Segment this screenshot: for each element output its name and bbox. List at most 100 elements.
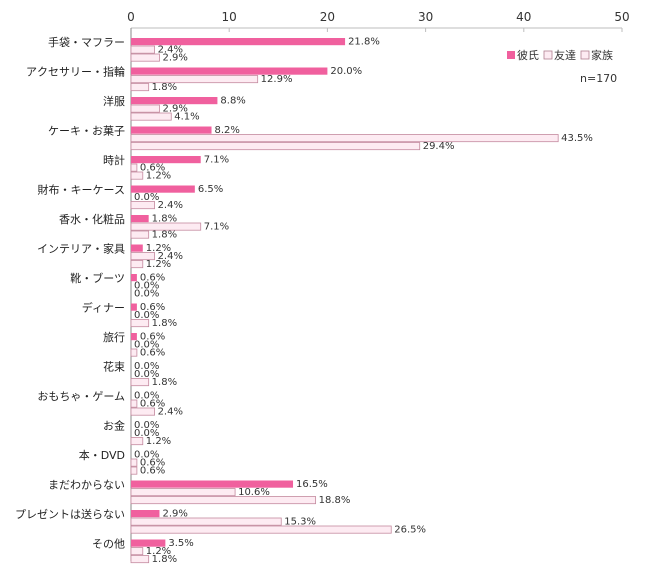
data-label: 10.6% <box>238 487 270 498</box>
category-label: まだわからない <box>48 479 125 492</box>
data-label: 2.4% <box>158 251 183 262</box>
bar-family <box>130 260 144 269</box>
bar-family <box>130 53 160 62</box>
category-label: その他 <box>92 538 125 551</box>
bars <box>130 38 559 564</box>
data-label: 2.9% <box>162 53 187 64</box>
x-tick-label: 10 <box>222 10 237 24</box>
data-label: 1.8% <box>152 230 177 241</box>
bar-friend <box>130 547 144 556</box>
data-label: 1.2% <box>146 243 171 254</box>
bar-family <box>130 83 150 92</box>
bar-family <box>130 201 155 210</box>
data-label: 2.4% <box>158 407 183 418</box>
x-tick-label: 40 <box>516 10 531 24</box>
data-label: 0.0% <box>134 361 159 372</box>
category-labels: 手袋・マフラーアクセサリー・指輪洋服ケーキ・お菓子時計財布・キーケース香水・化粧… <box>15 35 125 551</box>
data-label: 1.8% <box>152 82 177 93</box>
bar-boyfriend <box>131 274 137 282</box>
data-label: 1.2% <box>146 259 171 270</box>
bar-boyfriend <box>131 303 137 311</box>
bar-family <box>130 407 155 416</box>
data-label: 8.2% <box>215 125 240 136</box>
data-label: 15.3% <box>284 517 316 528</box>
category-label: プレゼントは送らない <box>15 507 125 521</box>
bar-friend <box>130 45 155 54</box>
bar-friend <box>130 399 138 408</box>
x-tick-label: 20 <box>320 10 335 24</box>
data-labels: 21.8%20.0%8.8%8.2%7.1%6.5%1.8%1.2%0.6%0.… <box>134 37 593 566</box>
bar-friend <box>130 458 138 467</box>
data-label: 0.6% <box>140 302 165 313</box>
data-label: 0.0% <box>134 281 159 292</box>
data-label: 1.8% <box>152 214 177 225</box>
category-label: 財布・キーケース <box>38 183 125 197</box>
data-label: 0.0% <box>134 391 159 402</box>
bar-boyfriend <box>131 510 160 518</box>
bar-family <box>130 171 144 180</box>
bar-family <box>130 466 138 475</box>
data-label: 7.1% <box>204 222 229 233</box>
bar-boyfriend <box>131 156 201 164</box>
category-label: 手袋・マフラー <box>48 35 125 49</box>
sample-size-note: n=170 <box>580 72 617 85</box>
bar-boyfriend <box>131 244 143 252</box>
data-label: 1.8% <box>152 377 177 388</box>
data-label: 0.0% <box>134 420 159 431</box>
bar-friend <box>130 163 138 172</box>
data-label: 2.4% <box>158 200 183 211</box>
data-label: 1.8% <box>152 318 177 329</box>
bar-friend <box>130 134 559 143</box>
bar-family <box>130 555 150 564</box>
x-tick-label: 0 <box>127 10 135 24</box>
legend-swatch <box>543 50 553 60</box>
data-label: 21.8% <box>348 37 380 48</box>
data-label: 1.2% <box>146 171 171 182</box>
legend-label: 家族 <box>591 48 613 62</box>
data-label: 1.2% <box>146 546 171 557</box>
category-label: 旅行 <box>103 330 125 344</box>
data-label: 0.6% <box>140 163 165 174</box>
data-label: 0.0% <box>134 450 159 461</box>
category-label: アクセサリー・指輪 <box>26 65 125 79</box>
bar-family <box>130 142 421 151</box>
legend: 彼氏 友達 家族 <box>507 48 613 62</box>
data-label: 0.6% <box>140 332 165 343</box>
legend-swatch <box>507 51 515 59</box>
data-label: 2.9% <box>162 104 187 115</box>
data-label: 20.0% <box>330 66 362 77</box>
bar-boyfriend <box>131 126 212 134</box>
data-label: 4.1% <box>174 112 199 123</box>
bar-boyfriend <box>131 215 149 223</box>
category-label: ディナー <box>82 301 125 315</box>
legend-swatch <box>580 50 590 60</box>
bar-family <box>130 496 317 505</box>
data-label: 6.5% <box>198 184 223 195</box>
data-label: 18.8% <box>319 495 351 506</box>
bar-friend <box>130 488 236 497</box>
bar-family <box>130 112 172 121</box>
data-label: 0.0% <box>134 428 159 439</box>
data-label: 16.5% <box>296 479 328 490</box>
data-label: 3.5% <box>168 538 193 549</box>
data-label: 26.5% <box>394 525 426 536</box>
bar-friend <box>130 104 160 113</box>
data-label: 0.0% <box>134 310 159 321</box>
data-label: 1.2% <box>146 436 171 447</box>
data-label: 0.6% <box>140 466 165 477</box>
category-label: 本・DVD <box>79 448 125 462</box>
category-label: 時計 <box>103 153 125 167</box>
data-label: 2.9% <box>162 509 187 520</box>
bar-family <box>130 378 150 387</box>
data-label: 0.0% <box>134 289 159 300</box>
category-label: インテリア・家具 <box>37 242 125 256</box>
data-label: 1.8% <box>152 554 177 565</box>
legend-label: 彼氏 <box>517 49 539 62</box>
legend-label: 友達 <box>554 48 576 62</box>
bar-friend <box>130 517 282 526</box>
data-label: 29.4% <box>423 141 455 152</box>
data-label: 12.9% <box>261 74 293 85</box>
data-label: 8.8% <box>220 96 245 107</box>
data-label: 0.0% <box>134 192 159 203</box>
